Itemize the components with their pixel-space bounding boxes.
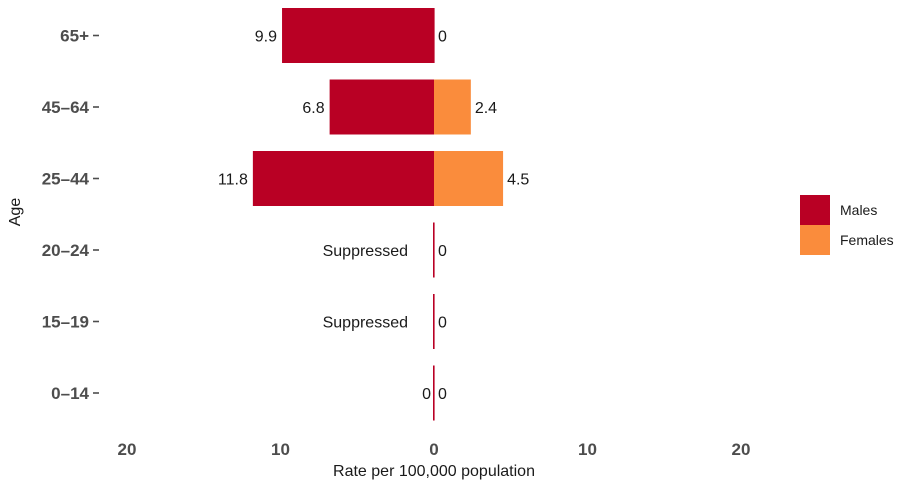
data-label-females: 0: [438, 315, 447, 332]
legend-label-males: Males: [840, 202, 877, 218]
plot-area: 65+ 9.9 0 45–64 6.8 2.4 25–44 11.8 4.5 20–24 Suppr…: [42, 8, 751, 459]
bar-males: [433, 294, 434, 349]
bar-males: [433, 222, 434, 278]
x-tick-label: 20: [732, 440, 751, 459]
data-label-males: 6.8: [302, 100, 324, 117]
y-tick-label: 20–24: [42, 241, 90, 260]
legend: Males Females: [800, 195, 894, 255]
x-tick-label: 10: [271, 440, 290, 459]
bar-females: [434, 222, 435, 278]
legend-swatch-males: [800, 195, 830, 225]
bar-males: [282, 8, 434, 63]
data-label-females: 0: [438, 29, 447, 46]
bar-females: [434, 365, 435, 421]
y-tick-label: 65+: [60, 27, 89, 46]
data-label-males: 11.8: [218, 172, 248, 189]
bar-females: [434, 151, 504, 206]
data-label-males: 0: [422, 386, 431, 403]
legend-swatch-females: [800, 225, 830, 255]
data-label-females: 4.5: [507, 172, 529, 189]
data-label-females: 2.4: [475, 100, 497, 117]
y-axis-title: Age: [7, 198, 24, 227]
bar-females: [434, 294, 435, 349]
bar-males: [329, 79, 434, 135]
data-label-females: 0: [438, 386, 447, 403]
bar-males: [433, 365, 434, 421]
x-tick-label: 10: [578, 440, 597, 459]
data-label-males: Suppressed: [323, 243, 408, 260]
x-tick-label: 0: [429, 440, 438, 459]
data-label-females: 0: [438, 243, 447, 260]
legend-label-females: Females: [840, 232, 894, 248]
x-tick-label: 20: [118, 440, 137, 459]
data-label-males: 9.9: [255, 29, 277, 46]
data-label-males: Suppressed: [323, 315, 408, 332]
x-axis-title: Rate per 100,000 population: [333, 463, 535, 480]
y-tick-label: 45–64: [42, 98, 90, 117]
bar-females: [434, 79, 471, 135]
y-tick-label: 25–44: [42, 170, 90, 189]
y-tick-label: 0–14: [51, 384, 89, 403]
y-tick-label: 15–19: [42, 313, 89, 332]
bar-males: [252, 151, 434, 206]
bar-females: [434, 8, 435, 63]
